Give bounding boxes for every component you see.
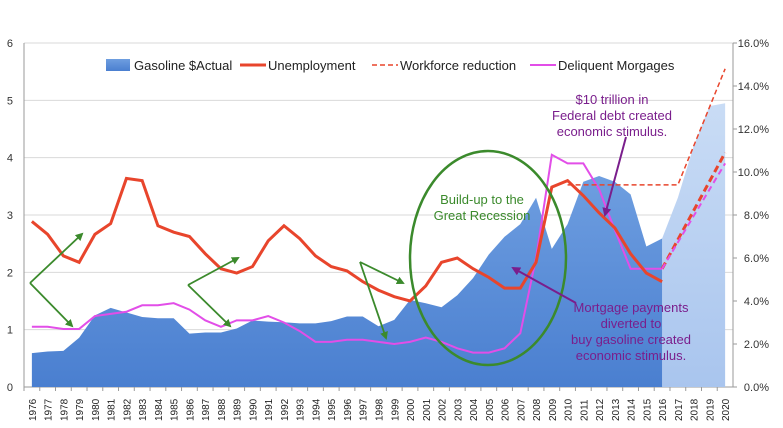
x-tick-label: 2014	[627, 398, 638, 421]
x-tick-label: 2003	[453, 398, 464, 421]
x-tick-label: 1989	[233, 398, 244, 421]
green-arrow	[359, 261, 388, 340]
green-arrow	[187, 257, 240, 286]
x-tick-label: 1996	[343, 398, 354, 421]
right-tick-label: 14.0%	[738, 81, 769, 93]
right-tick-label: 16.0%	[738, 38, 769, 50]
legend-label-mortgages: Deliquent Morgages	[558, 58, 675, 73]
x-tick-label: 2017	[674, 398, 685, 421]
x-tick-label: 1985	[170, 398, 181, 421]
left-tick-label: 2	[7, 267, 13, 279]
annotation-federal-debt: $10 trillion in	[576, 92, 649, 107]
left-tick-label: 3	[7, 210, 13, 222]
legend-label-workforce: Workforce reduction	[400, 58, 516, 73]
annotation-great-recession: Great Recession	[434, 208, 531, 223]
x-tick-label: 1981	[107, 398, 118, 421]
x-tick-label: 2012	[595, 398, 606, 421]
annotation-great-recession: Build-up to the	[440, 192, 524, 207]
x-tick-label: 2009	[548, 398, 559, 421]
x-tick-label: 1988	[217, 398, 228, 421]
left-tick-label: 4	[7, 153, 13, 165]
x-tick-label: 2020	[721, 398, 732, 421]
x-tick-label: 1977	[44, 398, 55, 421]
x-tick-label: 2015	[642, 398, 653, 421]
x-tick-label: 1984	[154, 398, 165, 421]
x-tick-label: 1997	[359, 398, 370, 421]
recession-ellipse	[408, 149, 568, 367]
x-tick-label: 2019	[705, 398, 716, 421]
left-tick-label: 0	[7, 382, 13, 394]
purple-arrow	[511, 267, 577, 304]
x-tick-label: 1980	[91, 398, 102, 421]
right-tick-label: 10.0%	[738, 167, 769, 179]
x-tick-label: 1995	[327, 398, 338, 421]
x-tick-label: 1999	[390, 398, 401, 421]
green-arrow	[187, 284, 232, 328]
x-tick-label: 2002	[438, 398, 449, 421]
green-arrow	[29, 232, 84, 284]
unemployment-line	[30, 176, 663, 303]
workforce-reduction-line	[567, 68, 726, 186]
x-tick-label: 2007	[516, 398, 527, 421]
green-arrow	[359, 261, 405, 284]
annotation-mortgage: diverted to	[601, 316, 662, 331]
x-tick-label: 1990	[248, 398, 259, 421]
green-arrow	[29, 282, 74, 328]
annotation-federal-debt: economic stimulus.	[557, 124, 668, 139]
x-tick-label: 1993	[296, 398, 307, 421]
x-tick-label: 1983	[138, 398, 149, 421]
right-tick-label: 0.0%	[744, 382, 769, 394]
x-tick-label: 2010	[564, 398, 575, 421]
left-tick-label: 1	[7, 325, 13, 337]
x-tick-label: 1987	[201, 398, 212, 421]
x-tick-label: 1982	[122, 398, 133, 421]
x-tick-label: 1978	[59, 398, 70, 421]
left-tick-label: 5	[7, 95, 13, 107]
annotation-mortgage: buy gasoline created	[571, 332, 691, 347]
right-tick-label: 8.0%	[744, 210, 769, 222]
gasoline-area	[31, 176, 663, 387]
gasoline-projection-area	[662, 103, 726, 387]
x-tick-label: 1976	[28, 398, 39, 421]
x-tick-label: 1998	[375, 398, 386, 421]
mortgage-projection-line	[661, 162, 726, 270]
annotation-mortgage: Mortgage payments	[574, 300, 689, 315]
mortgages-line	[31, 153, 663, 354]
x-tick-label: 1986	[185, 398, 196, 421]
purple-arrow	[602, 136, 627, 217]
legend-swatch-gasoline	[106, 59, 130, 71]
x-tick-label: 2000	[406, 398, 417, 421]
x-tick-label: 2005	[485, 398, 496, 421]
x-tick-label: 1992	[280, 398, 291, 421]
x-tick-label: 1994	[311, 398, 322, 421]
x-tick-label: 2016	[658, 398, 669, 421]
x-tick-label: 2006	[501, 398, 512, 421]
x-tick-label: 2001	[422, 398, 433, 421]
x-tick-label: 2008	[532, 398, 543, 421]
right-tick-label: 6.0%	[744, 253, 769, 265]
annotation-mortgage: economic stimulus.	[576, 348, 687, 363]
x-tick-label: 2004	[469, 398, 480, 421]
x-tick-label: 2018	[690, 398, 701, 421]
legend-label-gasoline: Gasoline $Actual	[134, 58, 232, 73]
right-tick-label: 2.0%	[744, 339, 769, 351]
x-tick-label: 2011	[579, 399, 590, 421]
legend-label-unemployment: Unemployment	[268, 58, 356, 73]
left-tick-label: 6	[7, 38, 13, 50]
x-tick-label: 1991	[264, 398, 275, 421]
right-tick-label: 12.0%	[738, 124, 769, 136]
annotation-federal-debt: Federal debt created	[552, 108, 672, 123]
x-tick-label: 2013	[611, 398, 622, 421]
right-tick-label: 4.0%	[744, 296, 769, 308]
x-tick-label: 1979	[75, 398, 86, 421]
